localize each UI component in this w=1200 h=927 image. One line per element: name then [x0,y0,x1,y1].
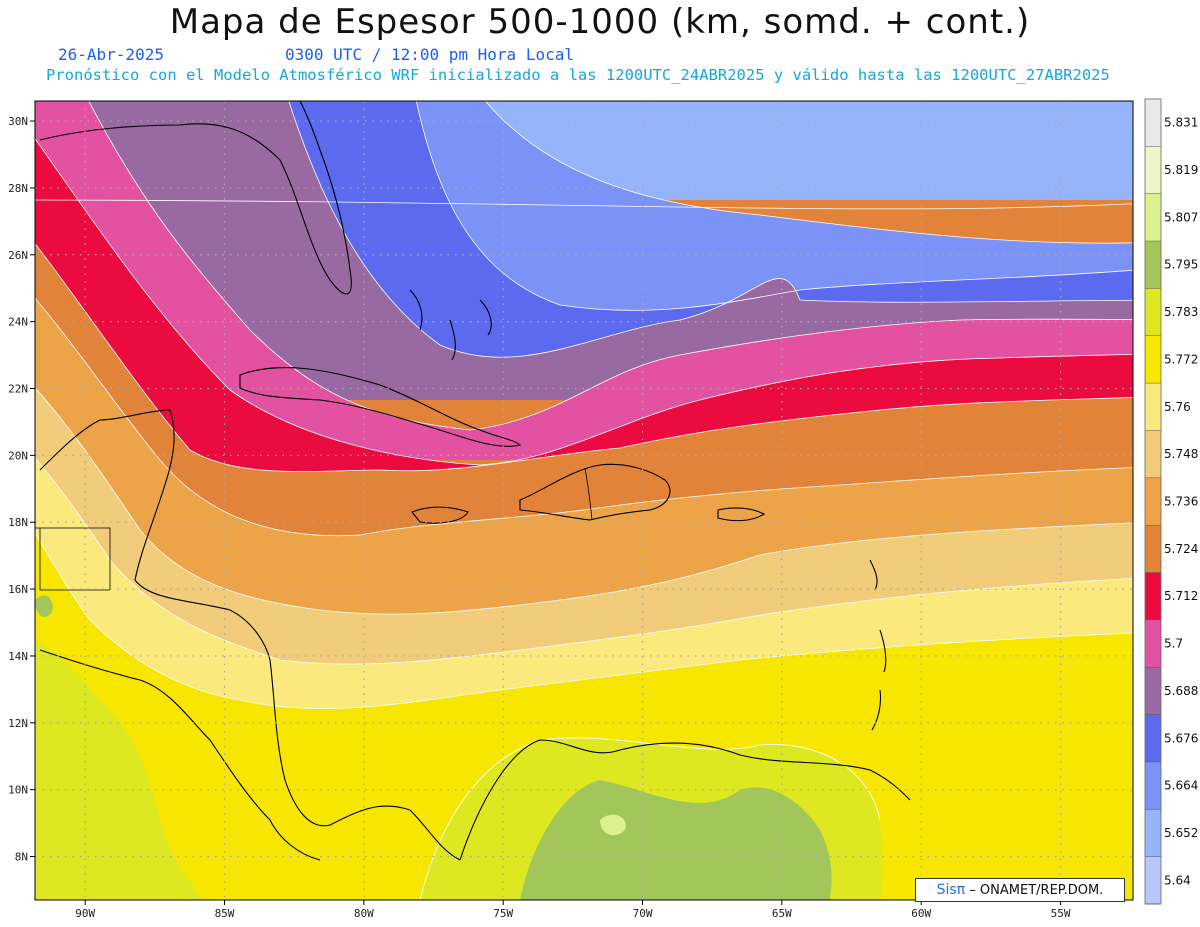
colorbar-swatch [1145,714,1161,762]
lat-lon-gridlines [35,101,1133,900]
lon-tick-label: 60W [911,907,931,920]
colorbar-label: 5.676 [1164,731,1198,745]
colorbar-label: 5.724 [1164,542,1198,556]
colorbar-swatch [1145,856,1161,904]
model-description: Pronóstico con el Modelo Atmosférico WRF… [46,66,1110,84]
colorbar-swatch [1145,193,1161,242]
colorbar-label: 5.736 [1164,495,1198,509]
forecast-date: 26-Abr-2025 [58,45,164,64]
lat-tick-label: 26N [8,249,28,262]
colorbar-label: 5.688 [1164,684,1198,698]
lat-tick-label: 24N [8,316,28,329]
lat-tick-label: 14N [8,650,28,663]
colorbar-swatch [1145,335,1161,384]
colorbar-label: 5.712 [1164,589,1198,603]
lat-tick-label: 20N [8,449,28,462]
lon-tick-label: 55W [1051,907,1071,920]
lon-tick-label: 90W [75,907,95,920]
colorbar-swatch [1145,288,1161,336]
lat-tick-label: 12N [8,717,28,730]
colorbar-swatch [1145,667,1161,715]
lon-tick-label: 80W [354,907,374,920]
colorbar: 5.831 5.819 5.807 5.795 5.783 5.772 5.76 5.748 5… [1144,98,1198,905]
colorbar-label: 5.783 [1164,305,1198,319]
colorbar-swatch [1145,241,1161,289]
lat-tick-label: 8N [15,851,28,864]
latitude-axis: 30N 28N 26N 24N 22N 20N 18N 16N 14N 12N 10N 8N [8,115,35,864]
colorbar-label: 5.819 [1164,163,1198,177]
sispi-logo: Sisπ [936,882,966,898]
colorbar-swatch [1145,477,1161,526]
colorbar-label: 5.7 [1164,637,1183,651]
colorbar-swatch [1145,525,1161,573]
lat-tick-label: 28N [8,182,28,195]
lon-tick-label: 70W [633,907,653,920]
lon-tick-label: 65W [772,907,792,920]
colorbar-swatch [1145,99,1161,147]
borders [35,467,593,591]
map-title: Mapa de Espesor 500-1000 (km, somd. + co… [169,2,1031,42]
lat-tick-label: 30N [8,115,28,128]
colorbar-label: 5.807 [1164,210,1198,224]
lon-tick-label: 75W [493,907,513,920]
colorbar-label: 5.748 [1164,447,1198,461]
thickness-contours [35,101,1133,900]
map-frame [34,100,1134,901]
lat-tick-label: 22N [8,383,28,396]
credit-text: – ONAMET/REP.DOM. [969,883,1104,898]
colorbar-label: 5.76 [1164,400,1191,414]
coastlines [39,101,911,861]
colorbar-swatch [1145,761,1161,810]
colorbar-label: 5.831 [1164,116,1198,130]
lat-tick-label: 16N [8,583,28,596]
colorbar-swatch [1145,383,1161,431]
colorbar-label: 5.772 [1164,352,1198,366]
credit-box: Sisπ – ONAMET/REP.DOM. [915,878,1125,902]
colorbar-swatch [1145,146,1161,194]
colorbar-swatch [1145,619,1161,668]
colorbar-swatch [1145,572,1161,620]
lat-tick-label: 10N [8,784,28,797]
colorbar-label: 5.795 [1164,258,1198,272]
colorbar-label: 5.664 [1164,779,1198,793]
forecast-time: 0300 UTC / 12:00 pm Hora Local [285,45,574,64]
lon-tick-label: 85W [215,907,235,920]
colorbar-label: 5.64 [1164,873,1191,887]
colorbar-label: 5.652 [1164,826,1198,840]
colorbar-swatch [1145,430,1161,478]
lat-tick-label: 18N [8,516,28,529]
colorbar-swatch [1145,809,1161,857]
longitude-axis: 90W 85W 80W 75W 70W 65W 60W 55W [75,900,1071,920]
